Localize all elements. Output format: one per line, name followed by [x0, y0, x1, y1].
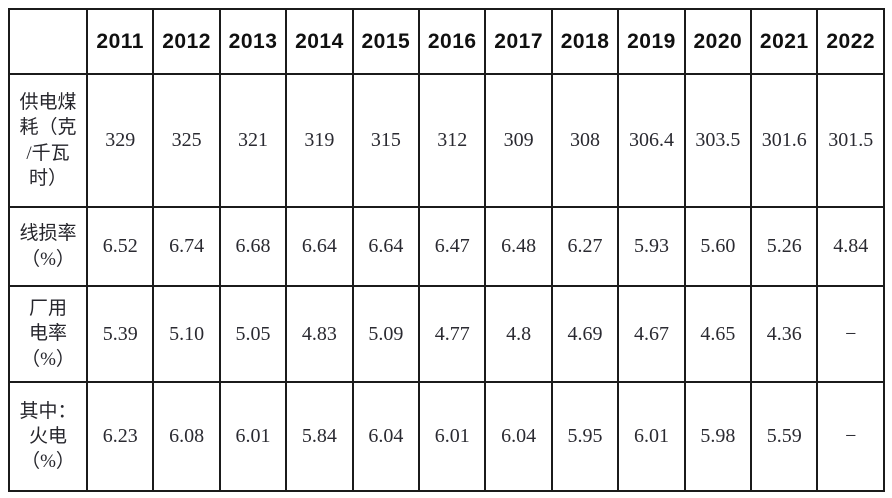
table-cell: 5.84 — [285, 381, 354, 492]
table-cell: 6.47 — [418, 206, 487, 287]
table-cell: 4.65 — [683, 285, 753, 383]
year-header: 2021 — [750, 8, 819, 75]
row-label-coal-consumption: 供电煤 耗（克 /千瓦 时） — [8, 73, 88, 208]
table-cell: 321 — [218, 73, 288, 208]
table-cell: 5.60 — [683, 206, 753, 287]
table-cell: 6.52 — [85, 206, 155, 287]
metrics-table: 2011 2012 2013 2014 2015 2016 2017 2018 … — [8, 8, 885, 492]
year-header: 2019 — [617, 8, 686, 75]
table-cell: 4.67 — [617, 285, 686, 383]
table-cell: 6.64 — [351, 206, 421, 287]
table-cell: 5.59 — [750, 381, 819, 492]
table-cell: 4.83 — [285, 285, 354, 383]
year-header: 2022 — [816, 8, 885, 75]
table-cell: 6.27 — [550, 206, 620, 287]
table-cell: 5.05 — [218, 285, 288, 383]
table-cell: 4.69 — [550, 285, 620, 383]
table-cell: 4.84 — [816, 206, 885, 287]
table-cell: 6.23 — [85, 381, 155, 492]
table-cell: 301.6 — [750, 73, 819, 208]
year-header: 2013 — [218, 8, 288, 75]
table-cell: 6.68 — [218, 206, 288, 287]
table-cell: 306.4 — [617, 73, 686, 208]
year-header: 2011 — [85, 8, 155, 75]
table-row-line-loss: 线损率 （%） 6.52 6.74 6.68 6.64 6.64 6.47 6.… — [8, 206, 885, 287]
table-cell: 6.64 — [285, 206, 354, 287]
table-cell: 309 — [484, 73, 553, 208]
table-cell: 5.95 — [550, 381, 620, 492]
table-row-coal-consumption: 供电煤 耗（克 /千瓦 时） 329 325 321 319 315 312 3… — [8, 73, 885, 208]
table-cell: 301.5 — [816, 73, 885, 208]
row-label-line-loss: 线损率 （%） — [8, 206, 88, 287]
year-header: 2017 — [484, 8, 553, 75]
table-cell: 4.77 — [418, 285, 487, 383]
table-cell: 319 — [285, 73, 354, 208]
table-row-thermal-power: 其中： 火电 （%） 6.23 6.08 6.01 5.84 6.04 6.01… — [8, 381, 885, 492]
table-cell: − — [816, 285, 885, 383]
table-cell: 303.5 — [683, 73, 753, 208]
table-cell: 6.01 — [418, 381, 487, 492]
year-header: 2018 — [550, 8, 620, 75]
table-cell: 5.10 — [152, 285, 221, 383]
table-header-row: 2011 2012 2013 2014 2015 2016 2017 2018 … — [8, 8, 885, 75]
table-cell: 6.01 — [617, 381, 686, 492]
table-cell: 5.26 — [750, 206, 819, 287]
table-cell: 4.8 — [484, 285, 553, 383]
table-cell: − — [816, 381, 885, 492]
table-cell: 6.01 — [218, 381, 288, 492]
table-cell: 4.36 — [750, 285, 819, 383]
year-header: 2014 — [285, 8, 354, 75]
table-cell: 6.08 — [152, 381, 221, 492]
table-cell: 329 — [85, 73, 155, 208]
table-cell: 312 — [418, 73, 487, 208]
table-cell: 6.74 — [152, 206, 221, 287]
row-label-thermal-power: 其中： 火电 （%） — [8, 381, 88, 492]
table-cell: 5.93 — [617, 206, 686, 287]
year-header: 2016 — [418, 8, 487, 75]
table-cell: 5.09 — [351, 285, 421, 383]
table-cell: 325 — [152, 73, 221, 208]
corner-cell — [8, 8, 88, 75]
row-label-plant-power-rate: 厂用 电率 （%） — [8, 285, 88, 383]
table-cell: 6.04 — [484, 381, 553, 492]
year-header: 2015 — [351, 8, 421, 75]
table-cell: 308 — [550, 73, 620, 208]
year-header: 2012 — [152, 8, 221, 75]
table-cell: 5.39 — [85, 285, 155, 383]
table-row-plant-power-rate: 厂用 电率 （%） 5.39 5.10 5.05 4.83 5.09 4.77 … — [8, 285, 885, 383]
table-cell: 315 — [351, 73, 421, 208]
year-header: 2020 — [683, 8, 753, 75]
table-cell: 6.48 — [484, 206, 553, 287]
table-cell: 5.98 — [683, 381, 753, 492]
table-cell: 6.04 — [351, 381, 421, 492]
